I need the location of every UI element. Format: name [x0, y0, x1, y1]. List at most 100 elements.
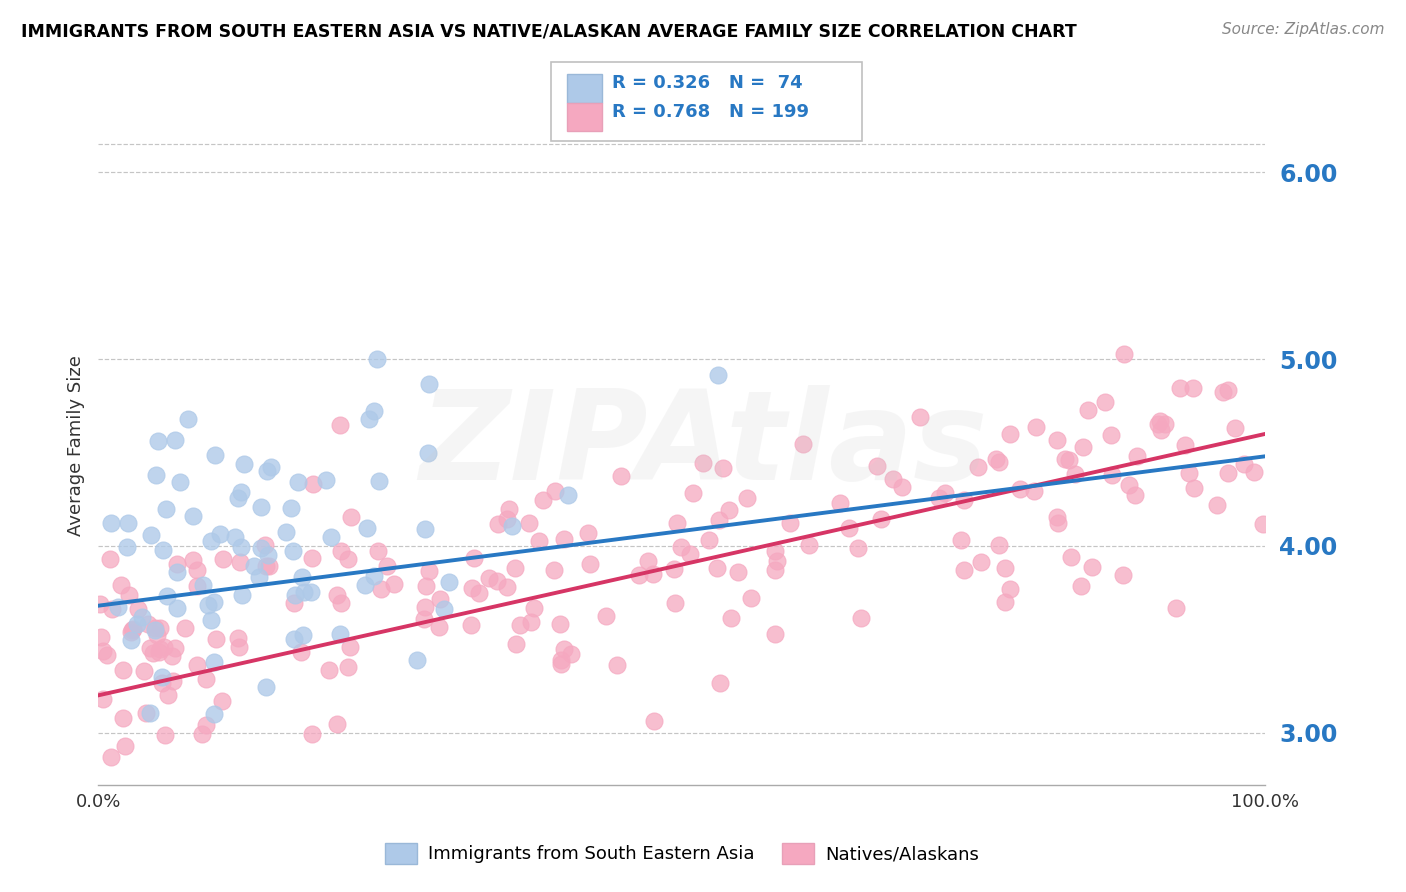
Point — [797, 538, 820, 552]
Point — [553, 641, 575, 656]
Point — [1046, 516, 1069, 530]
Point — [779, 516, 801, 530]
Point — [149, 621, 172, 635]
Point — [891, 480, 914, 494]
Point — [329, 627, 352, 641]
Point — [200, 533, 222, 548]
Point — [340, 509, 363, 524]
Point — [226, 631, 249, 645]
Point — [993, 561, 1015, 575]
Point — [152, 640, 174, 654]
Point — [229, 540, 252, 554]
Point — [152, 542, 174, 557]
Point — [163, 640, 186, 655]
Point — [641, 566, 664, 581]
Point — [986, 451, 1008, 466]
Point — [1174, 438, 1197, 452]
Point — [1149, 423, 1171, 437]
Point — [139, 527, 162, 541]
Point — [463, 550, 485, 565]
Point — [610, 469, 633, 483]
Point — [101, 602, 124, 616]
Point — [318, 663, 340, 677]
Point — [998, 582, 1021, 596]
Point — [1154, 417, 1177, 432]
Point — [1112, 568, 1135, 582]
Point — [1024, 483, 1046, 498]
Point — [1233, 457, 1256, 471]
Point — [89, 597, 111, 611]
Point — [970, 555, 993, 569]
Point — [121, 624, 143, 638]
Point — [336, 552, 359, 566]
Point — [200, 613, 222, 627]
Point — [197, 598, 219, 612]
Point — [1008, 482, 1031, 496]
Point — [149, 642, 172, 657]
Point — [709, 675, 731, 690]
Point — [711, 461, 734, 475]
Point — [112, 711, 135, 725]
Point — [1225, 421, 1247, 435]
Point — [1081, 560, 1104, 574]
Point — [934, 486, 956, 500]
Point — [413, 600, 436, 615]
Point — [679, 547, 702, 561]
Point — [461, 581, 484, 595]
Point — [527, 533, 550, 548]
Point — [142, 646, 165, 660]
Point — [301, 550, 323, 565]
Point — [212, 552, 235, 566]
Point — [1216, 466, 1239, 480]
Point — [548, 617, 571, 632]
Point — [315, 473, 337, 487]
Point — [280, 500, 302, 515]
Point — [363, 569, 385, 583]
Point — [366, 352, 388, 367]
Point — [1073, 440, 1095, 454]
Text: ZIPAtlas: ZIPAtlas — [419, 385, 987, 507]
Point — [166, 557, 188, 571]
Point — [249, 500, 271, 514]
Point — [229, 555, 252, 569]
Point — [998, 427, 1021, 442]
Point — [132, 664, 155, 678]
Point — [766, 554, 789, 568]
Point — [848, 541, 870, 555]
Point — [1070, 579, 1092, 593]
Point — [247, 570, 270, 584]
Point — [1147, 417, 1170, 431]
Point — [107, 600, 129, 615]
Point — [283, 632, 305, 646]
Point — [330, 596, 353, 610]
Point — [692, 456, 714, 470]
Point — [740, 591, 762, 605]
Point — [301, 727, 323, 741]
Point — [125, 616, 148, 631]
Point — [486, 516, 509, 531]
Point — [1025, 420, 1047, 434]
Point — [406, 653, 429, 667]
Point — [146, 628, 169, 642]
Point — [228, 491, 250, 505]
Point — [232, 458, 254, 472]
Point — [735, 491, 758, 506]
Point — [1112, 347, 1135, 361]
Point — [1077, 403, 1099, 417]
Point — [249, 541, 271, 555]
Point — [427, 620, 450, 634]
Point — [274, 525, 297, 540]
Point — [682, 485, 704, 500]
Point — [370, 582, 392, 596]
Point — [830, 496, 852, 510]
Point — [433, 602, 456, 616]
Point — [162, 673, 184, 688]
Point — [415, 579, 437, 593]
Point — [763, 543, 786, 558]
Point — [496, 512, 519, 526]
Point — [283, 596, 305, 610]
Point — [143, 623, 166, 637]
Point — [707, 368, 730, 383]
Point — [706, 561, 728, 575]
Point — [1057, 452, 1080, 467]
